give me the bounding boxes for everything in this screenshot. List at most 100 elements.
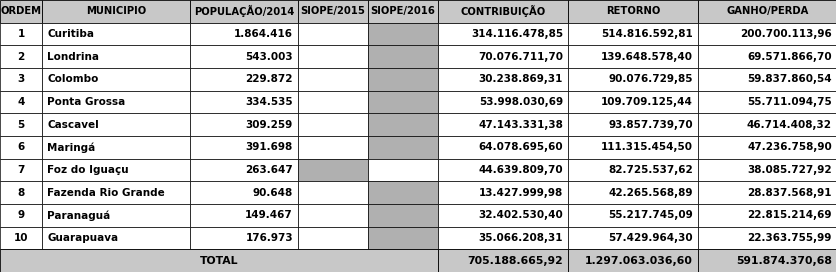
Text: 176.973: 176.973 (245, 233, 293, 243)
Text: 1: 1 (18, 29, 24, 39)
Text: Fazenda Rio Grande: Fazenda Rio Grande (47, 188, 165, 198)
Bar (0, 91, 42, 113)
Bar (298, 204, 368, 227)
Text: 42.265.568,89: 42.265.568,89 (608, 188, 692, 198)
Bar (190, 136, 298, 159)
Bar (0, 227, 42, 249)
Bar (190, 181, 298, 204)
Bar (42, 159, 190, 181)
Bar (568, 136, 697, 159)
Bar (298, 136, 368, 159)
Text: Londrina: Londrina (47, 52, 99, 62)
Text: 314.116.478,85: 314.116.478,85 (471, 29, 563, 39)
Bar (568, 159, 697, 181)
Text: 35.066.208,31: 35.066.208,31 (478, 233, 563, 243)
Text: TOTAL: TOTAL (200, 256, 238, 266)
Text: 59.837.860,54: 59.837.860,54 (747, 74, 831, 84)
Bar (298, 23, 368, 45)
Bar (0, 136, 42, 159)
Text: 55.711.094,75: 55.711.094,75 (747, 97, 831, 107)
Text: 1.297.063.036,60: 1.297.063.036,60 (584, 256, 692, 266)
Text: 543.003: 543.003 (245, 52, 293, 62)
Bar (568, 204, 697, 227)
Text: 55.217.745,09: 55.217.745,09 (608, 210, 692, 220)
Bar (298, 227, 368, 249)
Bar (568, 227, 697, 249)
Text: 10: 10 (13, 233, 28, 243)
Bar (190, 227, 298, 249)
Text: 47.236.758,90: 47.236.758,90 (747, 142, 831, 152)
Text: 391.698: 391.698 (246, 142, 293, 152)
Text: 90.648: 90.648 (252, 188, 293, 198)
Text: 13.427.999,98: 13.427.999,98 (478, 188, 563, 198)
Bar (298, 68, 368, 91)
Text: Colombo: Colombo (47, 74, 99, 84)
Text: 263.647: 263.647 (245, 165, 293, 175)
Text: 200.700.113,96: 200.700.113,96 (739, 29, 831, 39)
Bar (298, 0, 368, 23)
Bar (437, 249, 568, 272)
Bar (42, 204, 190, 227)
Bar (437, 136, 568, 159)
Bar (42, 136, 190, 159)
Text: Foz do Iguaçu: Foz do Iguaçu (47, 165, 129, 175)
Bar (697, 91, 836, 113)
Bar (368, 159, 437, 181)
Text: 22.815.214,69: 22.815.214,69 (747, 210, 831, 220)
Bar (697, 23, 836, 45)
Text: 70.076.711,70: 70.076.711,70 (477, 52, 563, 62)
Bar (568, 113, 697, 136)
Bar (0, 23, 42, 45)
Bar (0, 181, 42, 204)
Bar (0, 204, 42, 227)
Text: 44.639.809,70: 44.639.809,70 (478, 165, 563, 175)
Bar (437, 0, 568, 23)
Bar (568, 45, 697, 68)
Bar (298, 91, 368, 113)
Bar (697, 181, 836, 204)
Text: 6: 6 (18, 142, 24, 152)
Bar (298, 181, 368, 204)
Bar (437, 227, 568, 249)
Bar (568, 68, 697, 91)
Bar (368, 91, 437, 113)
Text: 28.837.568,91: 28.837.568,91 (747, 188, 831, 198)
Bar (437, 113, 568, 136)
Bar (437, 68, 568, 91)
Bar (437, 181, 568, 204)
Bar (190, 23, 298, 45)
Bar (0, 45, 42, 68)
Text: 57.429.964,30: 57.429.964,30 (608, 233, 692, 243)
Text: GANHO/PERDA: GANHO/PERDA (726, 6, 808, 16)
Text: 229.872: 229.872 (245, 74, 293, 84)
Bar (697, 113, 836, 136)
Text: 47.143.331,38: 47.143.331,38 (477, 120, 563, 130)
Bar (42, 0, 190, 23)
Text: CONTRIBUIÇÃO: CONTRIBUIÇÃO (460, 5, 545, 17)
Text: RETORNO: RETORNO (605, 6, 660, 16)
Bar (368, 227, 437, 249)
Bar (0, 113, 42, 136)
Text: 2: 2 (18, 52, 24, 62)
Bar (42, 113, 190, 136)
Text: 139.648.578,40: 139.648.578,40 (600, 52, 692, 62)
Text: SIOPE/2016: SIOPE/2016 (370, 6, 435, 16)
Text: MUNICIPIO: MUNICIPIO (86, 6, 146, 16)
Bar (368, 45, 437, 68)
Bar (298, 113, 368, 136)
Text: 109.709.125,44: 109.709.125,44 (600, 97, 692, 107)
Bar (568, 23, 697, 45)
Bar (568, 181, 697, 204)
Text: 64.078.695,60: 64.078.695,60 (478, 142, 563, 152)
Bar (568, 0, 697, 23)
Text: 5: 5 (18, 120, 24, 130)
Bar (437, 91, 568, 113)
Text: 22.363.755,99: 22.363.755,99 (747, 233, 831, 243)
Bar (298, 45, 368, 68)
Text: 591.874.370,68: 591.874.370,68 (735, 256, 831, 266)
Bar (0, 0, 42, 23)
Bar (190, 91, 298, 113)
Text: 149.467: 149.467 (245, 210, 293, 220)
Text: 32.402.530,40: 32.402.530,40 (477, 210, 563, 220)
Text: POPULAÇÃO/2014: POPULAÇÃO/2014 (194, 5, 293, 17)
